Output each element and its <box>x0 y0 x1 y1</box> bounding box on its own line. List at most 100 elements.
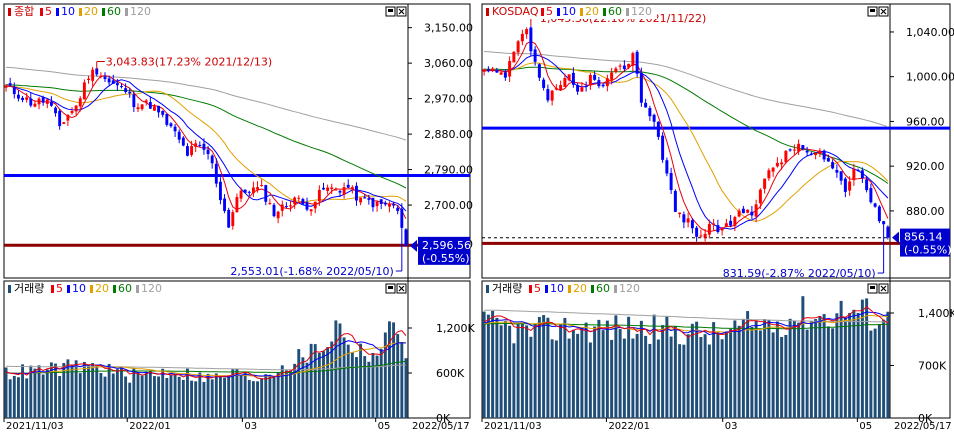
candle-body <box>107 78 111 83</box>
maximize-icon[interactable] <box>388 9 393 12</box>
legend-swatch <box>626 8 629 16</box>
candle-body <box>379 199 383 204</box>
close-icon[interactable] <box>880 285 887 292</box>
candle-body <box>392 204 396 206</box>
legend-swatch <box>79 8 82 16</box>
candle-body <box>542 79 546 88</box>
legend-ma-label: 60 <box>118 282 132 295</box>
candle-body <box>563 78 567 87</box>
candle-body <box>54 107 57 114</box>
candle-body <box>546 89 550 101</box>
ma20-line <box>6 85 407 203</box>
x-tick-label: 05 <box>859 421 872 431</box>
candle-body <box>82 82 86 100</box>
volume-bar <box>597 319 601 418</box>
candle-body <box>635 51 639 74</box>
volume-bar <box>284 370 288 418</box>
volume-bar <box>639 320 643 418</box>
legend-swatch <box>591 285 594 293</box>
volume-bar <box>115 369 119 418</box>
volume-bar <box>835 313 839 418</box>
legend-swatch <box>90 285 93 293</box>
volume-bar <box>136 372 140 418</box>
candle-body <box>322 187 325 190</box>
candle-body <box>326 187 330 191</box>
volume-bar <box>529 336 533 418</box>
volume-bar <box>690 323 694 418</box>
candle-body <box>264 185 268 202</box>
legend-ma-label: 5 <box>56 282 63 295</box>
candle-body <box>699 235 703 237</box>
candle-body <box>758 189 762 204</box>
candle-body <box>58 110 62 127</box>
x-tick-label: 03 <box>244 421 257 431</box>
close-icon[interactable] <box>398 8 405 15</box>
legend-bg <box>483 6 657 19</box>
maximize-icon[interactable] <box>388 286 393 289</box>
candle-body <box>227 209 231 228</box>
legend-swatch <box>545 285 548 293</box>
volume-tick-label: 0K <box>436 412 451 425</box>
volume-bar <box>839 300 843 418</box>
volume-bar <box>873 328 877 418</box>
candle-body <box>639 72 643 103</box>
volume-bar <box>214 373 218 418</box>
volume-bar <box>826 326 830 418</box>
candle-body <box>8 83 12 86</box>
volume-bar <box>264 374 268 418</box>
candle-body <box>124 88 128 93</box>
candle-body <box>512 51 516 63</box>
high-label: 3,043.83(17.23% 2021/12/13) <box>106 56 272 69</box>
volume-bar <box>775 321 779 418</box>
candle-body <box>784 150 788 163</box>
volume-bar <box>305 362 309 418</box>
maximize-icon[interactable] <box>870 286 875 289</box>
volume-bar <box>260 378 264 418</box>
volume-bar <box>144 372 148 418</box>
candle-body <box>95 68 99 75</box>
volume-bar <box>227 375 231 418</box>
volume-bar <box>508 325 512 418</box>
candle-body <box>729 220 733 226</box>
candle-body <box>144 100 148 103</box>
candle-body <box>724 223 728 227</box>
legend-swatch <box>125 8 128 16</box>
volume-bar <box>256 381 259 418</box>
volume-bar <box>618 329 622 418</box>
volume-bar <box>499 325 503 418</box>
volume-bar <box>571 329 575 418</box>
volume-bar <box>563 317 567 418</box>
candle-body <box>342 187 346 195</box>
candle-body <box>533 49 537 62</box>
price-pane-frame <box>3 3 471 279</box>
volume-bar <box>482 311 486 418</box>
candle-body <box>656 121 660 137</box>
candle-body <box>309 209 313 212</box>
volume-bar <box>733 320 737 418</box>
legend-swatch <box>557 8 560 16</box>
candle-body <box>388 203 391 207</box>
candle-body <box>243 189 247 193</box>
candle-body <box>682 214 686 223</box>
candle-body <box>869 188 873 203</box>
candle-body <box>605 78 609 87</box>
close-icon[interactable] <box>880 8 887 15</box>
volume-ma60-line <box>484 323 888 330</box>
volume-bar <box>379 348 383 418</box>
candle-body <box>831 162 835 169</box>
volume-bar <box>392 322 396 418</box>
volume-bar <box>567 338 571 418</box>
candle-body <box>622 65 626 69</box>
legend-swatch <box>113 285 116 293</box>
candle-body <box>673 190 677 212</box>
x-tick-label: 03 <box>725 421 738 431</box>
close-icon[interactable] <box>398 285 405 292</box>
volume-bar <box>601 330 605 418</box>
candle-body <box>690 220 694 229</box>
volume-bar <box>33 368 37 418</box>
candle-body <box>305 202 309 210</box>
candle-body <box>313 201 317 209</box>
volume-bar <box>856 312 860 418</box>
volume-legend-icon <box>486 285 489 293</box>
maximize-icon[interactable] <box>870 9 875 12</box>
